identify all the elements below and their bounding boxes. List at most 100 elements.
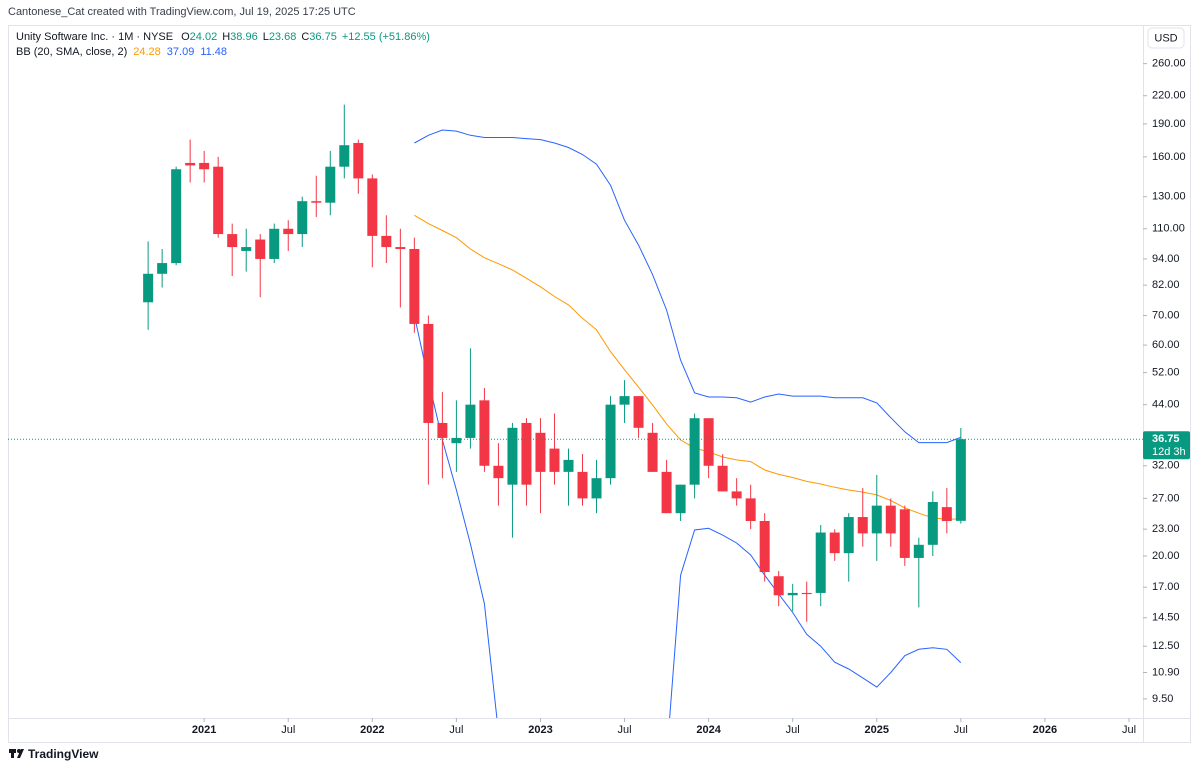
ohlc-value: 38.96	[230, 31, 258, 43]
symbol-name: Unity Software Inc. · 1M · NYSE	[16, 31, 173, 43]
x-tick-label: Jul	[281, 724, 295, 736]
indicator-value: 37.09	[167, 46, 195, 58]
candle-body	[619, 396, 630, 405]
change-value: +12.55 (+51.86%)	[342, 31, 430, 43]
currency-label: USD	[1154, 32, 1177, 44]
candle-body	[745, 498, 756, 522]
candle-body	[269, 228, 280, 259]
x-tick-label: 2025	[865, 724, 889, 736]
candle-body	[955, 439, 966, 521]
x-tick-label: 2022	[360, 724, 384, 736]
currency-button[interactable]	[1147, 27, 1185, 49]
candle-body	[353, 142, 364, 179]
candle-body	[563, 459, 574, 472]
candle-body	[927, 501, 938, 545]
ohlc-value: 36.75	[309, 31, 337, 43]
candle-body	[213, 166, 224, 235]
candle-body	[591, 478, 602, 499]
candle-body	[325, 166, 336, 203]
y-tick-label: 130.00	[1152, 191, 1186, 203]
y-tick-label: 9.50	[1152, 693, 1173, 705]
x-tick-label: Jul	[954, 724, 968, 736]
y-tick-label: 12.50	[1152, 640, 1180, 652]
y-tick-label: 52.00	[1152, 366, 1180, 378]
candle-body	[787, 592, 798, 596]
candle-body	[227, 234, 238, 248]
x-tick-label: Jul	[1122, 724, 1136, 736]
x-tick-label: 2023	[528, 724, 552, 736]
candle-body	[395, 247, 406, 249]
x-tick-label: Jul	[786, 724, 800, 736]
last-price-box	[1143, 431, 1190, 460]
y-tick-label: 190.00	[1152, 118, 1186, 130]
candle-body	[731, 491, 742, 499]
candle-body	[507, 427, 518, 485]
header-credit: Cantonese_Cat created with TradingView.c…	[8, 6, 356, 18]
candle-body	[577, 471, 588, 499]
candle-body	[857, 517, 868, 534]
candle-body	[521, 422, 532, 485]
candle-body	[311, 201, 322, 203]
brand-name: TradingView	[28, 747, 99, 761]
countdown-label: 12d 3h	[1152, 446, 1186, 458]
legend-indicator: BB (20, SMA, close, 2) 24.28 37.09 11.48	[16, 46, 227, 58]
y-tick-label: 70.00	[1152, 309, 1180, 321]
candle-body	[255, 239, 266, 259]
candle-body	[381, 235, 392, 248]
y-tick-label: 220.00	[1152, 90, 1186, 102]
candle-body	[283, 228, 294, 235]
x-tick-label: Jul	[618, 724, 632, 736]
candle-body	[157, 263, 168, 274]
candle-body	[661, 471, 672, 514]
candle-body	[493, 465, 504, 479]
ohlc-value: 23.68	[269, 31, 297, 43]
y-tick-label: 27.00	[1152, 492, 1180, 504]
candle-body	[871, 505, 882, 534]
candle-body	[829, 532, 840, 554]
candle-body	[451, 437, 462, 444]
y-tick-label: 60.00	[1152, 339, 1180, 351]
candle-body	[689, 418, 700, 485]
candle-body	[535, 432, 546, 472]
brand-logo	[9, 749, 24, 758]
y-tick-label: 10.90	[1152, 666, 1180, 678]
candle-body	[815, 532, 826, 593]
band-line	[414, 129, 961, 444]
candle-body	[801, 592, 812, 595]
candle-body	[647, 432, 658, 472]
band-line	[414, 214, 961, 520]
candle-body	[717, 465, 728, 492]
candle-body	[675, 484, 686, 514]
frame	[8, 25, 1191, 743]
candle-body	[367, 178, 378, 236]
candle-body	[199, 162, 210, 170]
y-tick-label: 260.00	[1152, 58, 1186, 70]
candle-body	[185, 162, 196, 166]
ohlc-key: C	[301, 31, 309, 43]
candle-body	[171, 169, 182, 264]
candle-body	[423, 323, 434, 423]
y-tick-label: 14.50	[1152, 612, 1180, 624]
candle-body	[465, 404, 476, 438]
candle-body	[437, 422, 448, 438]
y-tick-label: 82.00	[1152, 279, 1180, 291]
candle-body	[479, 400, 490, 466]
candle-body	[885, 505, 896, 534]
indicator-value: 24.28	[133, 46, 161, 58]
y-tick-label: 160.00	[1152, 151, 1186, 163]
candle-body	[143, 273, 154, 303]
x-tick-label: 2026	[1033, 724, 1057, 736]
x-tick-label: 2024	[696, 724, 721, 736]
y-tick-label: 20.00	[1152, 550, 1180, 562]
y-tick-label: 23.00	[1152, 523, 1180, 535]
x-tick-label: 2021	[192, 724, 216, 736]
candle-body	[549, 448, 560, 472]
candle-body	[409, 248, 420, 324]
indicator-name: BB (20, SMA, close, 2)	[16, 46, 127, 58]
ohlc-value: 24.02	[190, 31, 218, 43]
ohlc-key: L	[263, 31, 269, 43]
x-tick-label: Jul	[449, 724, 463, 736]
candle-body	[297, 201, 308, 235]
